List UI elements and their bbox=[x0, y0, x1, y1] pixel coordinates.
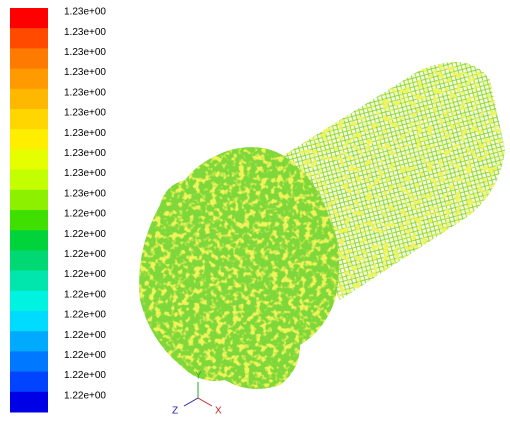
legend-swatch bbox=[10, 392, 48, 413]
legend-swatch bbox=[10, 8, 48, 29]
legend-label: 1.23e+00 bbox=[64, 7, 106, 18]
legend-swatch bbox=[10, 311, 48, 332]
contour-body bbox=[139, 147, 339, 389]
legend-swatch bbox=[10, 69, 48, 90]
legend-label: 1.23e+00 bbox=[64, 87, 106, 98]
contour-view: Y Z X 1.23e+00 1.23e+00 1.23e+00 1.23e+00 1.… bbox=[0, 0, 510, 423]
legend-swatch bbox=[10, 109, 48, 130]
legend-swatch bbox=[10, 48, 48, 69]
legend-swatch bbox=[10, 28, 48, 49]
legend-swatch bbox=[10, 210, 48, 231]
axis-x-label: X bbox=[215, 406, 222, 417]
legend-label: 1.23e+00 bbox=[64, 128, 106, 139]
legend-label: 1.23e+00 bbox=[64, 108, 106, 119]
legend-swatch bbox=[10, 89, 48, 110]
legend-swatch bbox=[10, 190, 48, 211]
legend-label: 1.23e+00 bbox=[64, 47, 106, 58]
legend-swatch bbox=[10, 331, 48, 352]
legend-label: 1.22e+00 bbox=[64, 289, 106, 300]
legend-swatch bbox=[10, 129, 48, 150]
legend-label: 1.22e+00 bbox=[64, 310, 106, 321]
legend-swatch bbox=[10, 170, 48, 191]
legend-swatch bbox=[10, 250, 48, 271]
legend-label: 1.22e+00 bbox=[64, 370, 106, 381]
legend-label: 1.22e+00 bbox=[64, 229, 106, 240]
screenshot: Y Z X 1.23e+00 1.23e+00 1.23e+00 1.23e+00 1.… bbox=[0, 0, 510, 423]
axis-y-label: Y bbox=[195, 371, 202, 382]
legend-label: 1.22e+00 bbox=[64, 269, 106, 280]
legend-swatch bbox=[10, 351, 48, 372]
legend-label: 1.22e+00 bbox=[64, 249, 106, 260]
legend-swatch bbox=[10, 291, 48, 312]
legend-label: 1.23e+00 bbox=[64, 168, 106, 179]
axis-x bbox=[198, 398, 212, 406]
legend-label: 1.22e+00 bbox=[64, 209, 106, 220]
legend-swatch bbox=[10, 271, 48, 292]
legend-label: 1.23e+00 bbox=[64, 148, 106, 159]
legend-swatch bbox=[10, 372, 48, 393]
legend-label: 1.22e+00 bbox=[64, 350, 106, 361]
legend-label: 1.22e+00 bbox=[64, 390, 106, 401]
axis-z-label: Z bbox=[172, 406, 178, 417]
legend-label: 1.22e+00 bbox=[64, 330, 106, 341]
legend-label: 1.23e+00 bbox=[64, 27, 106, 38]
legend-swatch bbox=[10, 149, 48, 170]
axis-z bbox=[184, 398, 198, 406]
legend-swatch bbox=[10, 230, 48, 251]
legend-label: 1.23e+00 bbox=[64, 67, 106, 78]
legend-label: 1.23e+00 bbox=[64, 188, 106, 199]
